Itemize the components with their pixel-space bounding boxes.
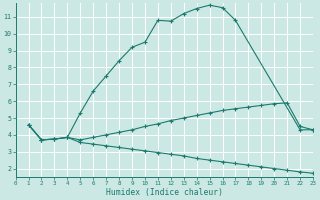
X-axis label: Humidex (Indice chaleur): Humidex (Indice chaleur) [106,188,223,197]
